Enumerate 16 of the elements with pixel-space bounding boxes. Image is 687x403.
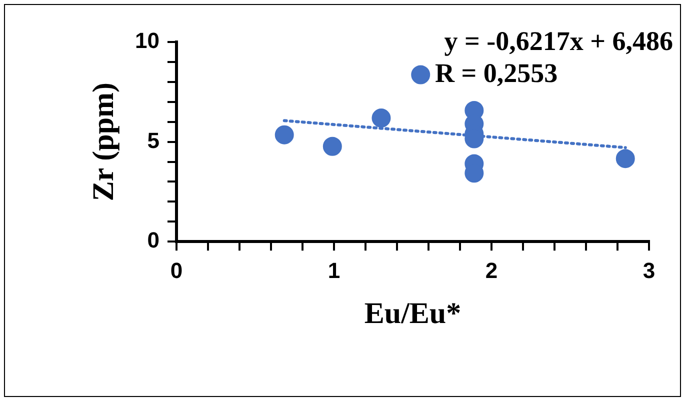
point — [372, 108, 391, 128]
x-axis-title: Eu/Eu* — [364, 296, 462, 330]
y-axis-title: Zr (ppm) — [86, 82, 120, 202]
annotation: R = 0,2553 — [435, 58, 558, 88]
y-tick-label: 10 — [134, 28, 160, 54]
y-tick-label: 5 — [147, 128, 160, 153]
x-tick-label: 0 — [170, 258, 183, 283]
x-tick-label: 1 — [328, 258, 340, 283]
annotation: y = -0,6217x + 6,486 — [444, 26, 673, 56]
x-tick-label: 2 — [485, 258, 498, 283]
point — [411, 65, 430, 84]
y-tick-label: 0 — [147, 228, 160, 253]
point — [322, 136, 342, 156]
point — [616, 149, 635, 168]
point — [274, 125, 294, 144]
x-tick-label: 3 — [642, 258, 656, 283]
